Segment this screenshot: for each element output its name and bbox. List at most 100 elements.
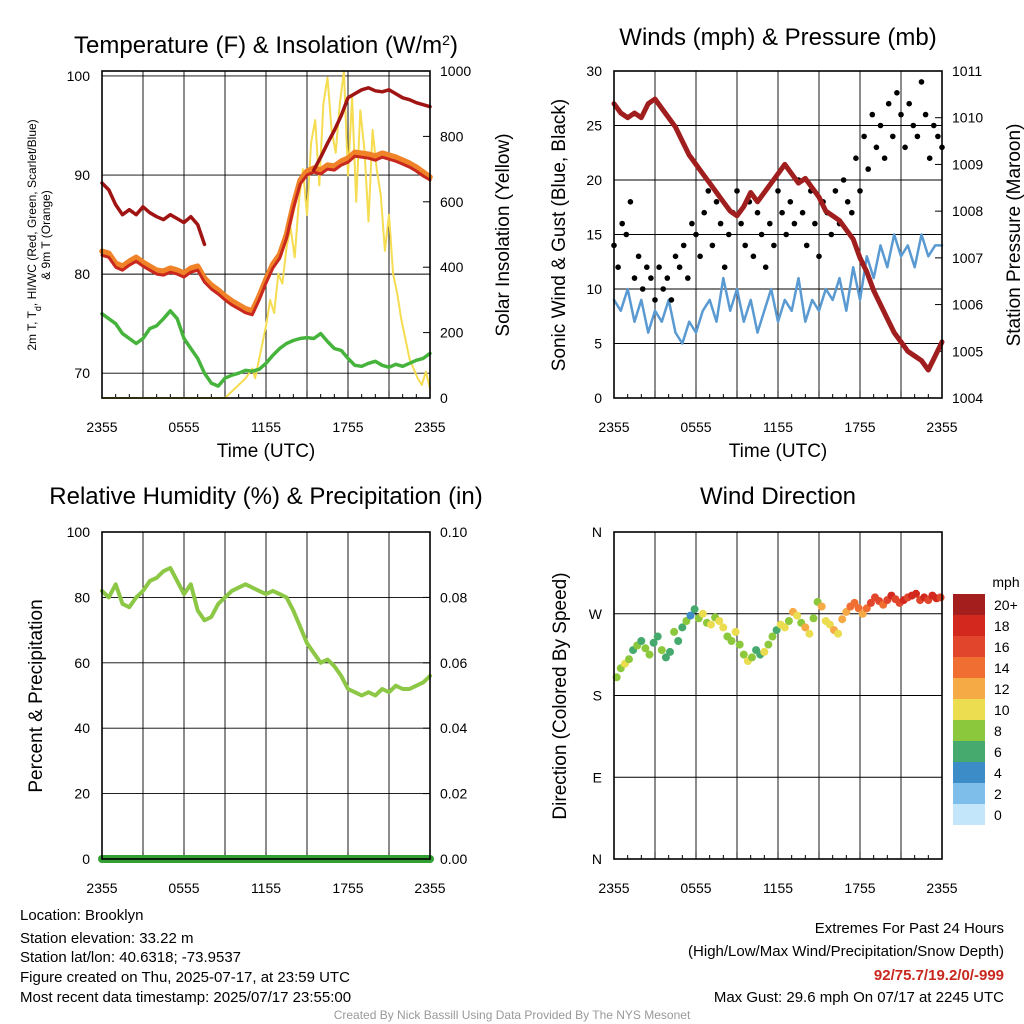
y-tick-label: 5 [594, 336, 602, 352]
y-tick-label: 70 [74, 365, 90, 381]
x-tick-label: 1155 [763, 880, 793, 896]
x-tick-label: 2355 [414, 419, 445, 435]
y2-tick-label: 0 [440, 390, 448, 406]
legend-label: 16 [994, 639, 1010, 655]
wind-direction-point [793, 611, 802, 620]
wind-direction-point [649, 638, 658, 647]
gust-point [701, 209, 707, 216]
gust-point [914, 133, 921, 140]
y-tick-label: 20 [586, 172, 602, 188]
gust-point [713, 199, 720, 205]
credit-text: Created By Nick Bassill Using Data Provi… [334, 1008, 691, 1022]
wind-direction-point [707, 620, 715, 629]
x-tick-label: 2355 [86, 419, 117, 435]
gust-point [623, 231, 630, 238]
y-tick-label: 40 [74, 720, 90, 736]
wind-direction-point [838, 615, 847, 624]
gust-point [922, 111, 929, 118]
wind-direction-point [780, 623, 789, 632]
x-tick-label: 1755 [844, 419, 875, 435]
gust-point [672, 253, 679, 260]
max-gust-text: Max Gust: 29.6 mph On 07/17 at 2245 UTC [714, 989, 1004, 1006]
gust-point [693, 231, 699, 238]
insolation-y-ticks: 0 200 400 600 800 1000 [440, 63, 471, 406]
winds-grid [613, 70, 943, 399]
temperature-panel: Temperature (F) & Insolation (W/m2) 70 80… [25, 32, 514, 462]
y2-tick-label: 800 [440, 128, 464, 144]
extremes-subtitle: (High/Low/Max Wind/Precipitation/Snow De… [688, 943, 1004, 960]
gust-point [648, 275, 654, 281]
wind-direction-point [834, 629, 843, 638]
gust-point [779, 209, 785, 216]
humidity-y-ticks: 0 20 40 60 80 100 [67, 524, 91, 867]
x-tick-label: 1155 [251, 419, 281, 435]
temperature-grid [101, 70, 431, 399]
gust-point [803, 242, 810, 249]
y2-tick-label: 0.02 [440, 786, 467, 802]
station-info: Location: Brooklyn Station elevation: 33… [20, 907, 351, 1006]
legend-swatch [953, 636, 985, 657]
speed-legend: 20+ 18 16 14 12 10 8 6 4 2 0 [953, 594, 1018, 825]
x-tick-label: 2355 [598, 880, 629, 896]
extremes-info: Extremes For Past 24 Hours (High/Low/Max… [688, 920, 1004, 1006]
wind-direction-point [936, 593, 945, 602]
gust-point [918, 79, 925, 85]
temperature-y-axis-label: 2m T, Td, HI/WC (Red, Green, Scarlet/Blu… [25, 119, 53, 350]
x-tick-label: 2355 [926, 419, 957, 435]
y2-tick-label: 400 [440, 259, 464, 275]
gust-point [615, 264, 621, 271]
gust-point [931, 122, 937, 129]
created-text: Figure created on Thu, 2025-07-17, at 23… [20, 969, 350, 986]
wind-direction-point [809, 614, 818, 623]
gust-point [877, 122, 884, 129]
gust-point [910, 122, 917, 129]
wind-direction-point [678, 623, 687, 632]
y-tick-label: 25 [586, 118, 602, 134]
temp-9m-orange-series [99, 149, 433, 314]
heat-index-late-series [312, 86, 432, 172]
legend-label: 4 [994, 765, 1002, 781]
y-tick-label: E [593, 769, 602, 785]
gust-point [660, 286, 666, 292]
wind-direction-point [690, 605, 699, 614]
svg-text:2m T, Td, HI/WC (Red, Green, S: 2m T, Td, HI/WC (Red, Green, Scarlet/Blu… [25, 119, 43, 350]
legend-label: 12 [994, 681, 1010, 697]
gust-point [726, 231, 732, 238]
y-tick-label: 30 [586, 63, 602, 79]
y2-tick-label: 600 [440, 194, 464, 210]
extremes-title: Extremes For Past 24 Hours [815, 920, 1004, 937]
gust-point [791, 220, 798, 227]
legend-label: 18 [994, 618, 1010, 634]
y2-tick-label: 0.08 [440, 589, 467, 605]
x-tick-label: 0555 [168, 880, 199, 896]
humidity-plot-frame [101, 531, 431, 860]
gust-point [926, 155, 933, 161]
solar-insolation-series [101, 70, 431, 399]
gust-point [668, 297, 675, 303]
gust-point [619, 220, 625, 227]
wind-direction-point [825, 620, 834, 629]
y-tick-label: 80 [74, 589, 90, 605]
gust-point [881, 155, 888, 161]
gust-point [865, 166, 871, 172]
wind-direction-point [653, 632, 662, 641]
winds-chart-title: Winds (mph) & Pressure (mb) [619, 24, 936, 51]
gust-point [767, 220, 773, 227]
y-tick-label: 0 [594, 390, 602, 406]
x-tick-label: 0555 [168, 419, 199, 435]
y2-tick-label: 1009 [952, 156, 983, 172]
gust-point [652, 297, 658, 303]
gust-point [894, 90, 900, 96]
x-tick-label: 2355 [414, 880, 445, 896]
wind-direction-points [612, 589, 945, 682]
wind-direction-point [731, 627, 740, 636]
y-tick-label: 90 [74, 167, 90, 183]
wind-direction-point [657, 646, 666, 655]
winds-series [611, 79, 945, 373]
wind-direction-point [768, 632, 777, 641]
insolation-axis-label: Solar Insolation (Yellow) [493, 133, 514, 336]
gust-point [734, 188, 740, 194]
x-tick-label: 2355 [598, 419, 629, 435]
pressure-y-ticks: 1004 1005 1006 1007 1008 1009 1010 1011 [952, 63, 983, 406]
wind-direction-point [735, 640, 744, 649]
